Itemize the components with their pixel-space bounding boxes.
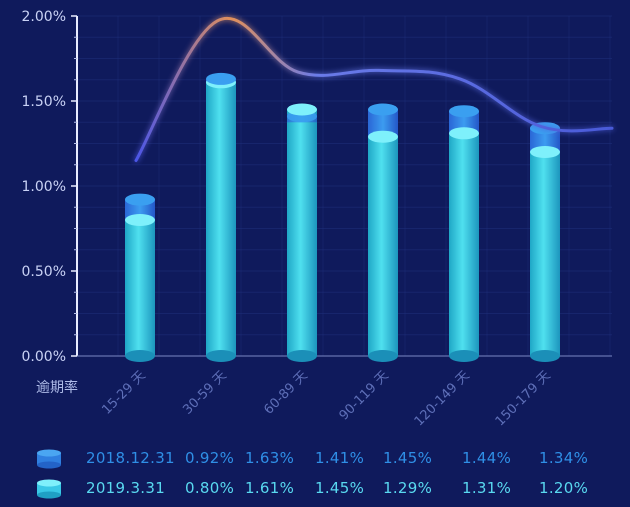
bar-2019-body	[125, 220, 155, 356]
bar-2019-top	[368, 130, 398, 143]
cylinder-2018-icon	[37, 449, 61, 469]
value-2019-120-149: 1.31%	[462, 479, 512, 497]
x-tick-label: 90-119 天	[337, 368, 392, 423]
bar-2019-body	[368, 136, 398, 356]
bar-2019-bottom	[368, 350, 398, 362]
x-tick-label: 30-59 天	[180, 368, 229, 417]
bar-group-0	[125, 193, 155, 362]
value-2019-60-89: 1.45%	[315, 479, 365, 497]
bar-group-3	[368, 103, 398, 362]
bar-group-5	[530, 122, 560, 362]
value-2019-90-119: 1.29%	[383, 479, 433, 497]
bar-2019-top	[449, 127, 479, 140]
cylinder-2019-icon	[37, 479, 61, 499]
bar-group-1	[206, 72, 236, 362]
y-tick-label: 0.00%	[22, 349, 66, 365]
value-2018-60-89: 1.41%	[315, 449, 365, 467]
y-tick-label: 1.00%	[22, 179, 66, 195]
value-2018-120-149: 1.44%	[462, 449, 512, 467]
x-tick-label: 150-179 天	[493, 368, 554, 429]
bar-2019-bottom	[530, 350, 560, 362]
y-tick-label: 1.50%	[22, 94, 66, 110]
bar-2018-cap-body	[449, 111, 479, 134]
legend-row-2019: 2019.3.31 0.80% 1.61% 1.45% 1.29% 1.31% …	[36, 478, 626, 500]
value-2019-30-59: 1.61%	[245, 479, 295, 497]
axes	[71, 15, 612, 357]
trend-line-path	[134, 17, 614, 162]
grid-lines	[77, 15, 612, 356]
value-2018-150-179: 1.34%	[539, 449, 589, 467]
legend-label-2019: 2019.3.31	[86, 479, 166, 497]
bar-2018-top	[449, 105, 479, 118]
bar-2018-top	[125, 193, 155, 206]
bar-2019-bottom	[449, 350, 479, 362]
bar-2019-bottom	[125, 350, 155, 362]
bar-group-2	[287, 103, 317, 362]
value-2019-150-179: 1.20%	[539, 479, 589, 497]
legend-label-2018: 2018.12.31	[86, 449, 175, 467]
bar-chart: 0.00% 0.50% 1.00% 1.50% 2.00% 逾期率 15-29 天 30-59…	[22, 9, 614, 429]
value-2018-30-59: 1.63%	[245, 449, 295, 467]
bar-2019-bottom	[206, 350, 236, 362]
bar-2018-cap-body	[530, 128, 560, 152]
bar-2019-top	[125, 214, 155, 226]
bar-2019-body	[287, 109, 317, 356]
bar-2019-body	[206, 82, 236, 357]
x-tick-label: 120-149 天	[412, 368, 473, 429]
bar-2019-body	[530, 152, 560, 356]
x-tick-label: 15-29 天	[99, 368, 148, 417]
bars	[125, 72, 560, 362]
bar-2019-top	[287, 103, 317, 116]
bar-2019-body	[449, 133, 479, 356]
trend-line	[134, 17, 614, 162]
bar-2019-top	[530, 146, 560, 158]
legend-row-2018: 2018.12.31 0.92% 1.63% 1.41% 1.45% 1.44%…	[36, 448, 626, 470]
value-2019-15-29: 0.80%	[185, 479, 235, 497]
y-axis-title: 逾期率	[36, 379, 78, 396]
bar-2019-bottom	[287, 350, 317, 362]
bar-2018-top	[206, 72, 236, 85]
x-tick-label: 60-89 天	[261, 368, 310, 417]
bar-2018-top	[368, 103, 398, 116]
y-tick-label: 2.00%	[22, 9, 66, 25]
y-tick-label: 0.50%	[22, 264, 66, 280]
bar-group-4	[449, 105, 479, 362]
value-2018-90-119: 1.45%	[383, 449, 433, 467]
value-2018-15-29: 0.92%	[185, 449, 235, 467]
